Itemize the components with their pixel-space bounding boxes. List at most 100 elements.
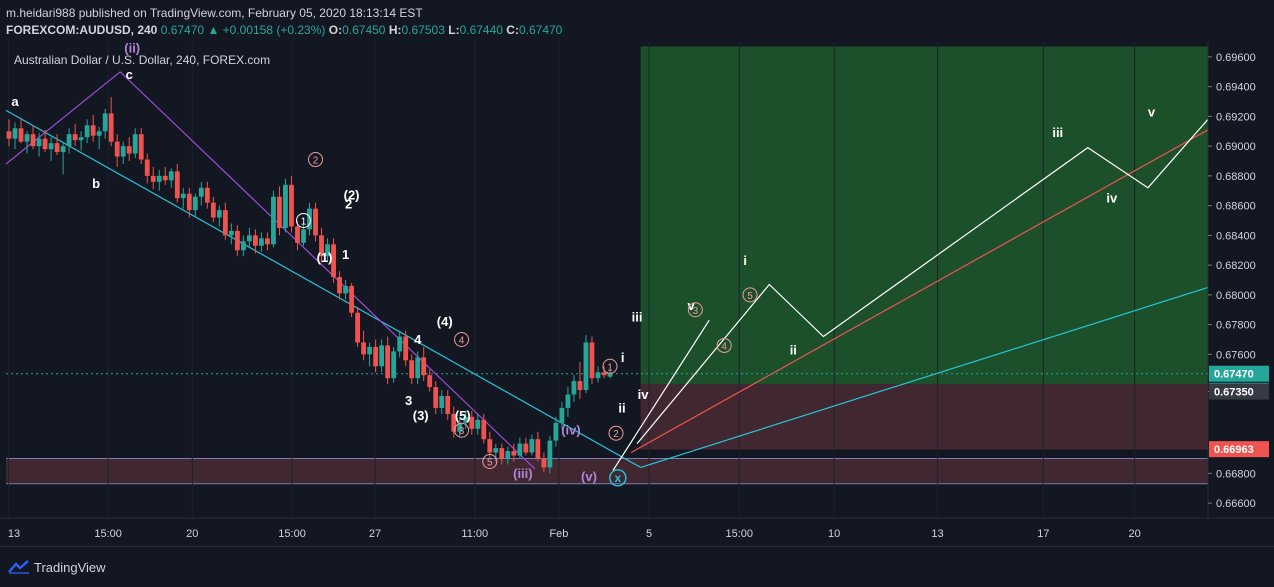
candle	[228, 230, 234, 236]
candle	[577, 381, 583, 391]
price-tag-label: 0.66963	[1214, 444, 1254, 456]
candle	[66, 134, 72, 147]
x-tick-label: Feb	[549, 528, 568, 540]
candle	[198, 187, 204, 197]
tradingview-logo-icon[interactable]	[8, 560, 30, 574]
candle	[108, 113, 114, 142]
candle	[222, 210, 228, 236]
wave-circle-label: 2	[613, 429, 619, 440]
candle	[433, 387, 439, 408]
candle	[529, 439, 535, 453]
candle	[343, 285, 348, 294]
y-tick-label: 0.67800	[1216, 320, 1256, 332]
price-axis	[1208, 42, 1274, 546]
wave-label: v	[1148, 104, 1156, 119]
candle	[247, 235, 252, 242]
candle	[505, 451, 511, 459]
candle	[571, 381, 577, 395]
wave-label: (4)	[437, 314, 453, 329]
wave-label: b	[92, 176, 100, 191]
candle	[535, 439, 541, 459]
candle	[36, 138, 42, 147]
candle	[355, 312, 360, 343]
open-label: O:	[328, 23, 343, 37]
trendline	[612, 319, 710, 471]
wave-label: 2	[345, 197, 352, 212]
trendline	[5, 71, 121, 165]
candle	[42, 138, 48, 150]
y-tick-label: 0.68600	[1216, 201, 1256, 213]
candle	[559, 407, 565, 423]
wave-label: iii	[632, 310, 643, 325]
candle	[511, 451, 517, 456]
wave-circle-label: 3	[459, 426, 465, 437]
wave-label: (5)	[455, 408, 471, 423]
candle	[331, 244, 336, 278]
candle	[397, 336, 403, 352]
candle	[102, 113, 108, 132]
footer-bar: TradingView	[0, 546, 1274, 587]
candle	[409, 360, 415, 379]
y-tick-label: 0.66800	[1216, 468, 1256, 480]
chart-header: m.heidari988 published on TradingView.co…	[0, 0, 1274, 42]
candle	[307, 208, 312, 230]
trendline	[640, 286, 1209, 468]
candle	[475, 419, 481, 429]
wave-label: a	[11, 94, 19, 109]
wave-label: iii	[1052, 125, 1063, 140]
wave-label: (2)	[344, 188, 360, 203]
wave-circle-marker	[608, 425, 624, 441]
candle	[481, 419, 487, 440]
x-tick-label: 10	[828, 528, 840, 540]
wave-label: ii	[790, 342, 797, 357]
candle	[457, 422, 463, 432]
candle	[259, 238, 264, 246]
candle	[126, 146, 132, 154]
wave-circle-marker	[454, 332, 470, 347]
candle	[493, 448, 499, 453]
candle	[487, 439, 493, 453]
candle	[541, 458, 547, 468]
wave-circle-label: 2	[313, 156, 319, 167]
wave-label: 4	[414, 332, 422, 347]
candle	[96, 131, 102, 136]
wave-circle-marker	[687, 302, 703, 318]
wave-label: iv	[1106, 191, 1118, 206]
trendline	[630, 129, 1209, 454]
candle	[12, 128, 18, 139]
candle	[271, 196, 276, 245]
candle	[367, 346, 373, 355]
wave-label: (1)	[317, 250, 333, 265]
x-tick-label: 15:00	[278, 528, 306, 540]
price-chart[interactable]: (ii)abc(1)(2)12(4)43(3) (5)(iv)(iii) (v)ii…	[0, 42, 1274, 546]
symbol-line: FOREXCOM:AUDUSD, 240 0.67470 ▲ +0.00158 …	[6, 23, 562, 37]
tradingview-brand[interactable]: TradingView	[34, 560, 106, 575]
zone-profit	[640, 46, 1208, 385]
candle	[24, 134, 30, 142]
candle	[234, 230, 240, 251]
candle	[379, 345, 385, 367]
symbol-name[interactable]: FOREXCOM:AUDUSD, 240	[6, 23, 158, 37]
candle	[595, 372, 601, 379]
candle	[451, 413, 457, 432]
wave-label: (iii)	[513, 466, 533, 481]
candle	[463, 416, 469, 423]
x-tick-label: 13	[8, 528, 20, 540]
candle	[48, 143, 54, 150]
candle	[30, 134, 36, 147]
candle	[547, 440, 553, 468]
candle	[391, 351, 397, 379]
wave-circle-label: 5	[487, 457, 493, 468]
x-tick-label: 11:00	[461, 528, 488, 540]
wave-label: 3	[405, 393, 412, 408]
high-label: H:	[388, 23, 402, 37]
wave-label: ii	[618, 400, 625, 415]
y-tick-label: 0.66600	[1216, 498, 1256, 510]
candle	[18, 128, 24, 142]
x-tick-label: 17	[1037, 528, 1049, 540]
wave-circle-marker	[308, 152, 324, 168]
x-tick-label: 15:00	[725, 528, 753, 540]
wave-label: 1	[342, 247, 349, 262]
x-tick-label: 20	[186, 528, 198, 540]
zone-stop	[640, 384, 1208, 450]
